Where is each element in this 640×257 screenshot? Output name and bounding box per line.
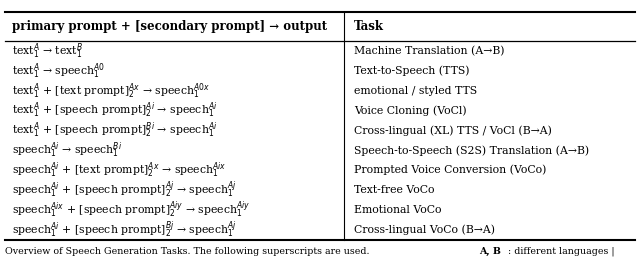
- Text: Voice Cloning (VoCl): Voice Cloning (VoCl): [354, 105, 467, 116]
- Text: : different languages |: : different languages |: [508, 247, 617, 256]
- Text: Emotional VoCo: Emotional VoCo: [354, 205, 442, 215]
- Text: text$_1^A$ + [speech prompt]$_2^{Ai}$ → speech$_1^{Ai}$: text$_1^A$ + [speech prompt]$_2^{Ai}$ → …: [12, 101, 217, 120]
- Text: text$_1^A$ + [text prompt]$_2^{Ax}$ → speech$_1^{A0x}$: text$_1^A$ + [text prompt]$_2^{Ax}$ → sp…: [12, 81, 209, 100]
- Text: Overview of Speech Generation Tasks. The following superscripts are used.: Overview of Speech Generation Tasks. The…: [5, 247, 372, 256]
- Text: primary prompt + [secondary prompt] → output: primary prompt + [secondary prompt] → ou…: [12, 20, 326, 33]
- Text: speech$_1^{Aix}$ + [speech prompt]$_2^{Aiy}$ → speech$_1^{Aiy}$: speech$_1^{Aix}$ + [speech prompt]$_2^{A…: [12, 199, 250, 220]
- Text: Machine Translation (A→B): Machine Translation (A→B): [354, 46, 504, 56]
- Text: speech$_1^{Ai}$ + [speech prompt]$_2^{Aj}$ → speech$_1^{Aj}$: speech$_1^{Ai}$ + [speech prompt]$_2^{Aj…: [12, 180, 236, 200]
- Text: text$_1^A$ → speech$_1^{A0}$: text$_1^A$ → speech$_1^{A0}$: [12, 61, 104, 81]
- Text: speech$_1^{Ai}$ + [speech prompt]$_2^{Bj}$ → speech$_1^{Aj}$: speech$_1^{Ai}$ + [speech prompt]$_2^{Bj…: [12, 219, 236, 240]
- Text: Cross-lingual VoCo (B→A): Cross-lingual VoCo (B→A): [354, 224, 495, 235]
- Text: Cross-lingual (XL) TTS / VoCl (B→A): Cross-lingual (XL) TTS / VoCl (B→A): [354, 125, 552, 136]
- Text: speech$_1^{Ai}$ + [text prompt]$_2^{Ax}$ → speech$_1^{Aix}$: speech$_1^{Ai}$ + [text prompt]$_2^{Ax}$…: [12, 160, 226, 180]
- Text: emotional / styled TTS: emotional / styled TTS: [354, 86, 477, 96]
- Text: Text-free VoCo: Text-free VoCo: [354, 185, 435, 195]
- Text: A, B: A, B: [479, 247, 501, 256]
- Text: Text-to-Speech (TTS): Text-to-Speech (TTS): [354, 66, 469, 76]
- Text: speech$_1^{Ai}$ → speech$_1^{Bi}$: speech$_1^{Ai}$ → speech$_1^{Bi}$: [12, 140, 122, 160]
- Text: text$_1^A$ → text$_1^B$: text$_1^A$ → text$_1^B$: [12, 41, 83, 61]
- Text: Speech-to-Speech (S2S) Translation (A→B): Speech-to-Speech (S2S) Translation (A→B): [354, 145, 589, 155]
- Text: Prompted Voice Conversion (VoCo): Prompted Voice Conversion (VoCo): [354, 165, 547, 175]
- Text: Task: Task: [354, 20, 384, 33]
- Text: text$_1^A$ + [speech prompt]$_2^{Bi}$ → speech$_1^{Ai}$: text$_1^A$ + [speech prompt]$_2^{Bi}$ → …: [12, 121, 217, 140]
